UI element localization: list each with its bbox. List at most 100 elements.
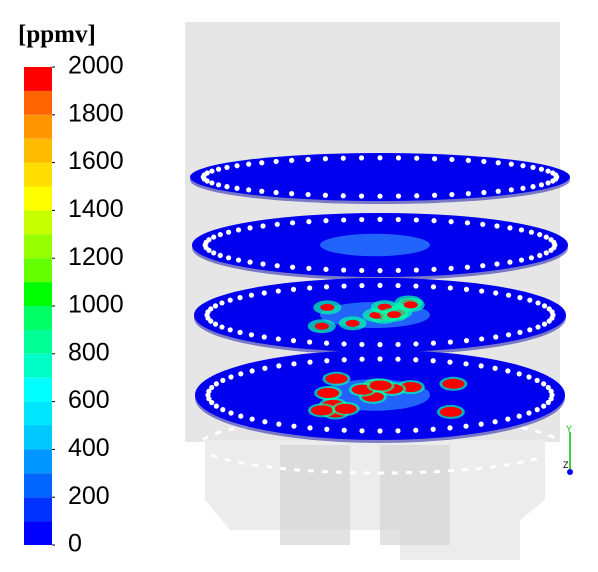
hole: [211, 234, 217, 240]
plume: [320, 233, 430, 257]
hotspot: [325, 373, 348, 384]
hole: [493, 290, 499, 296]
hole: [208, 306, 214, 312]
hole: [289, 191, 295, 197]
hole: [340, 193, 346, 199]
hole: [413, 267, 419, 273]
hole: [478, 363, 484, 369]
axis-origin: [567, 469, 573, 475]
hole: [507, 259, 513, 265]
hole: [235, 257, 242, 263]
hole: [465, 157, 471, 163]
hole: [545, 384, 551, 391]
hole: [395, 216, 401, 223]
hole: [209, 399, 215, 406]
hole: [235, 227, 242, 233]
hole: [323, 266, 329, 272]
hole: [215, 182, 222, 188]
hole: [259, 188, 265, 194]
hole: [341, 283, 347, 289]
hole: [395, 155, 402, 161]
color-band: [24, 67, 52, 91]
hole: [447, 285, 453, 291]
hole: [359, 216, 365, 223]
hole: [359, 267, 365, 274]
hotspot: [320, 303, 335, 311]
rim-dots: [198, 415, 562, 475]
hole: [247, 225, 253, 231]
hole: [341, 217, 347, 223]
hole: [306, 219, 312, 225]
hole: [543, 234, 549, 240]
hole: [432, 192, 438, 198]
hole: [260, 223, 266, 229]
hole: [358, 155, 365, 161]
hole: [249, 368, 255, 374]
color-band: [24, 138, 52, 163]
hole: [290, 286, 297, 292]
hole: [528, 255, 535, 261]
hole: [262, 365, 268, 371]
colorbar: 0 200 400 600 800 1000 1200 1400 1600 1800 2000: [24, 52, 124, 558]
hole: [261, 290, 267, 296]
hole: [359, 428, 365, 434]
hole: [541, 403, 547, 409]
hole: [548, 247, 554, 253]
hole: [517, 295, 523, 301]
hole: [517, 329, 523, 335]
color-band: [24, 114, 52, 139]
hole: [414, 193, 420, 199]
hole: [305, 191, 311, 198]
hole: [546, 318, 552, 324]
hotspot: [345, 319, 360, 327]
hole: [505, 416, 511, 422]
hole: [430, 426, 436, 432]
hole: [541, 303, 548, 309]
hole: [220, 377, 226, 383]
hole: [538, 166, 545, 172]
hole: [520, 163, 526, 169]
hole: [261, 334, 267, 340]
hole: [545, 399, 551, 406]
hole: [480, 263, 486, 269]
pipe: [280, 445, 350, 545]
hole: [246, 187, 252, 193]
hole: [228, 374, 234, 380]
hole: [541, 321, 548, 327]
hole: [262, 419, 268, 425]
hole: [526, 410, 532, 416]
tick-label: 2000: [68, 52, 124, 80]
hole: [464, 220, 471, 226]
hole: [534, 407, 540, 413]
hole: [323, 284, 330, 290]
hole: [227, 327, 233, 333]
hole: [553, 172, 559, 178]
tick-label: 0: [68, 530, 82, 558]
hole: [359, 282, 365, 289]
hole: [463, 286, 470, 292]
hole: [534, 377, 540, 383]
color-band: [24, 162, 52, 187]
hole: [550, 178, 556, 184]
pipe: [380, 445, 450, 545]
hole: [535, 324, 541, 330]
hole: [495, 188, 501, 194]
hole: [481, 189, 487, 196]
hole: [449, 191, 455, 198]
hole: [516, 413, 522, 419]
hole: [548, 396, 554, 402]
hole: [493, 334, 499, 340]
hole: [505, 332, 512, 338]
hole: [545, 168, 551, 174]
hole: [322, 192, 328, 198]
hole: [209, 384, 215, 391]
hole: [508, 161, 514, 167]
hole: [478, 421, 484, 427]
hole: [275, 288, 281, 294]
hole: [447, 359, 453, 365]
hole: [212, 303, 219, 309]
color-band: [24, 306, 52, 330]
axis-label: Z: [563, 460, 569, 470]
hole: [289, 220, 296, 226]
tick-label: 800: [68, 338, 110, 366]
